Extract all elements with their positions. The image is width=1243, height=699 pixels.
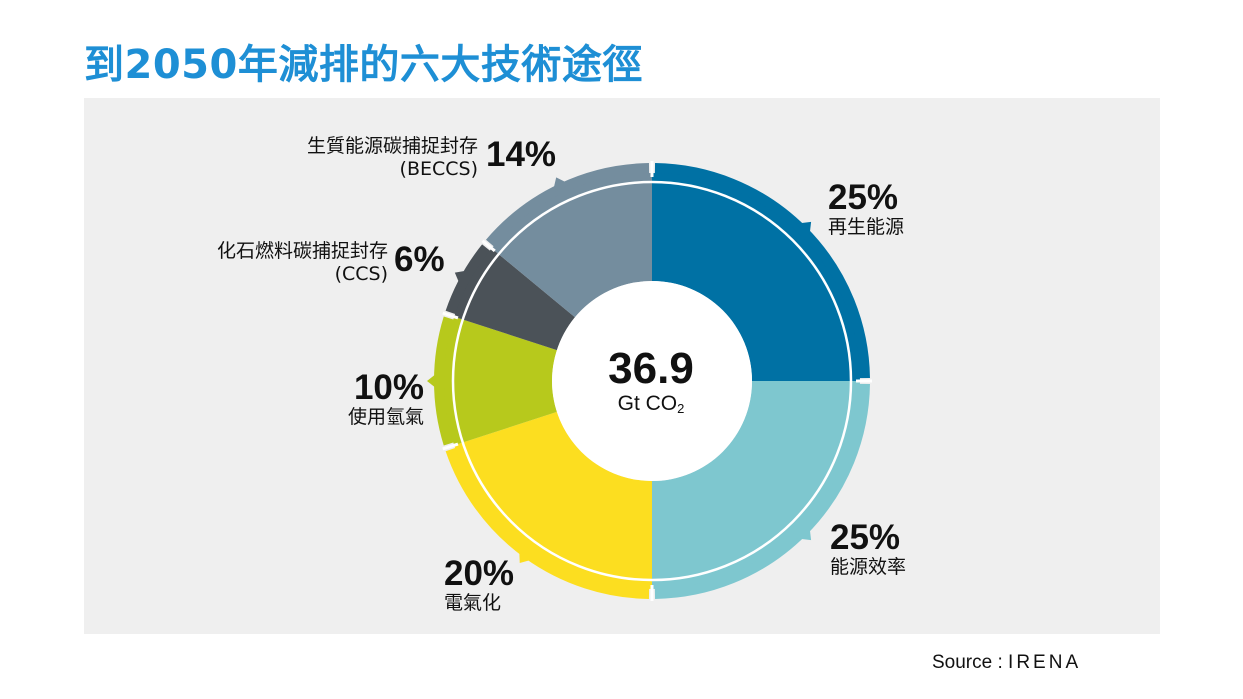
ring-arrow-efficiency — [795, 524, 812, 541]
name-hydrogen: 使用氫氣 — [347, 406, 424, 428]
ring-electrification — [445, 447, 650, 599]
name-ccs-abbr: (CCS) — [334, 263, 388, 285]
separator-ring — [451, 180, 853, 582]
ring-efficiency — [654, 383, 870, 599]
ring-gap — [442, 311, 459, 320]
ring-arrow-hydrogen — [427, 371, 440, 391]
label-ccs-name: 化石燃料碳捕捉封存 (CCS) — [180, 240, 388, 286]
donut-hole — [552, 281, 752, 481]
ring-arrow-electrification — [519, 547, 535, 564]
pct-electrification: 20% — [444, 554, 515, 593]
slice-efficiency — [652, 381, 860, 589]
label-electrification: 20% 電氣化 — [444, 556, 514, 615]
slice-renewables — [652, 173, 860, 381]
pct-hydrogen: 10% — [353, 368, 424, 407]
label-hydrogen: 10% 使用氫氣 — [328, 370, 424, 429]
ring-gap — [442, 442, 459, 451]
slice-beccs — [491, 173, 652, 318]
slice-electrification — [454, 411, 652, 589]
slice-hydrogen — [443, 316, 557, 446]
name-beccs-abbr: (BECCS) — [399, 158, 478, 180]
ring-arrow-renewables — [795, 221, 812, 238]
ring-beccs — [485, 163, 650, 248]
source-label: Source : — [932, 652, 1003, 673]
center-value: 36.9 — [608, 344, 694, 393]
label-efficiency: 25% 能源效率 — [830, 520, 906, 579]
pct-efficiency: 25% — [830, 518, 901, 557]
ring-renewables — [654, 163, 870, 379]
label-renewables: 25% 再生能源 — [828, 180, 904, 239]
name-beccs: 生質能源碳捕捉封存 — [306, 135, 478, 157]
ring-hydrogen — [434, 316, 456, 446]
pct-ccs: 6% — [394, 240, 445, 279]
pct-renewables: 25% — [828, 178, 899, 217]
center-total: 36.9 Gt CO2 — [555, 346, 747, 421]
page-title: 到2050年減排的六大技術途徑 — [84, 42, 643, 88]
label-beccs-name: 生質能源碳捕捉封存 (BECCS) — [270, 135, 478, 181]
ring-arrow-beccs — [552, 177, 571, 193]
irena-logo: IRENA — [1008, 652, 1082, 673]
name-efficiency: 能源效率 — [830, 556, 907, 578]
ring-ccs — [445, 244, 492, 315]
ring-gap — [481, 239, 496, 253]
center-unit: Gt CO2 — [617, 392, 685, 416]
pct-beccs: 14% — [486, 135, 557, 174]
name-electrification: 電氣化 — [444, 592, 502, 614]
name-ccs: 化石燃料碳捕捉封存 — [216, 240, 388, 262]
source-credit: Source : IRENA — [932, 652, 1081, 674]
name-renewables: 再生能源 — [828, 216, 905, 238]
ring-arrow-ccs — [454, 270, 471, 287]
